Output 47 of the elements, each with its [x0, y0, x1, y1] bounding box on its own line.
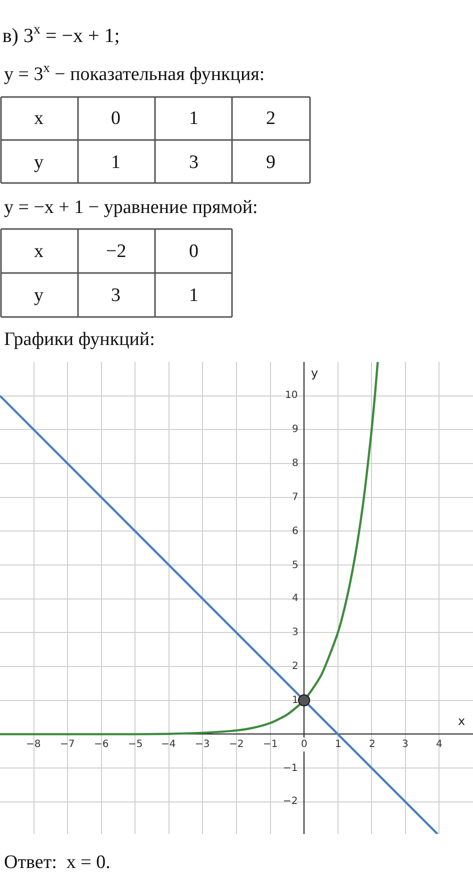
text: 0: [111, 108, 120, 129]
y-tick-label: 5: [292, 560, 298, 571]
x-tick-label: −6: [94, 739, 109, 750]
text: y: [34, 152, 44, 173]
text: 9: [266, 152, 276, 173]
text: y = −x + 1 − уравнение прямой:: [4, 197, 258, 218]
text: 1: [189, 285, 198, 306]
x-tick-label: 3: [402, 739, 408, 750]
x-tick-label: 1: [335, 739, 342, 750]
x-axis-title: x: [458, 714, 466, 728]
x-tick-label: 4: [436, 739, 442, 750]
y-axis-title: y: [311, 366, 318, 380]
text: 3: [189, 152, 198, 173]
text: Ответ: x = 0.: [4, 852, 110, 873]
y-tick-label: 9: [292, 424, 298, 435]
x-tick-label: −5: [128, 739, 143, 750]
x-tick-label: −1: [263, 739, 278, 750]
text: Графики функций:: [4, 329, 155, 350]
text: 3: [111, 285, 120, 306]
y-tick-label: 7: [292, 492, 298, 503]
line-series: [0, 362, 379, 736]
y-tick-label: 1: [292, 695, 298, 706]
chart-title: в) 3$^{x}$ = −x + 1;: [2, 22, 120, 47]
x-tick-label: 0: [301, 739, 308, 750]
text: x: [34, 241, 44, 262]
y-tick-label: −2: [283, 796, 298, 807]
y-tick-label: 3: [292, 627, 298, 638]
text: y = 3$^{x}$ − показательная функция:: [4, 60, 265, 85]
text: 0: [189, 241, 198, 262]
y-tick-label: 2: [292, 661, 298, 672]
text: 1: [189, 108, 198, 129]
text: 1: [111, 152, 120, 173]
text: −2: [106, 241, 126, 262]
x-tick-label: −4: [161, 739, 176, 750]
y-tick-label: 6: [292, 526, 298, 537]
y-tick-label: 10: [285, 390, 298, 401]
x-tick-label: 2: [369, 739, 376, 750]
text: 2: [266, 108, 276, 129]
x-tick-label: −8: [26, 739, 41, 750]
x-tick-label: −2: [229, 739, 244, 750]
x-tick-label: −3: [195, 739, 210, 750]
y-tick-label: 4: [292, 593, 298, 604]
y-tick-label: 8: [292, 458, 298, 469]
x-tick-label: −7: [60, 739, 75, 750]
text: y: [34, 285, 44, 306]
text: x: [34, 108, 44, 129]
y-tick-label: −1: [283, 763, 298, 774]
